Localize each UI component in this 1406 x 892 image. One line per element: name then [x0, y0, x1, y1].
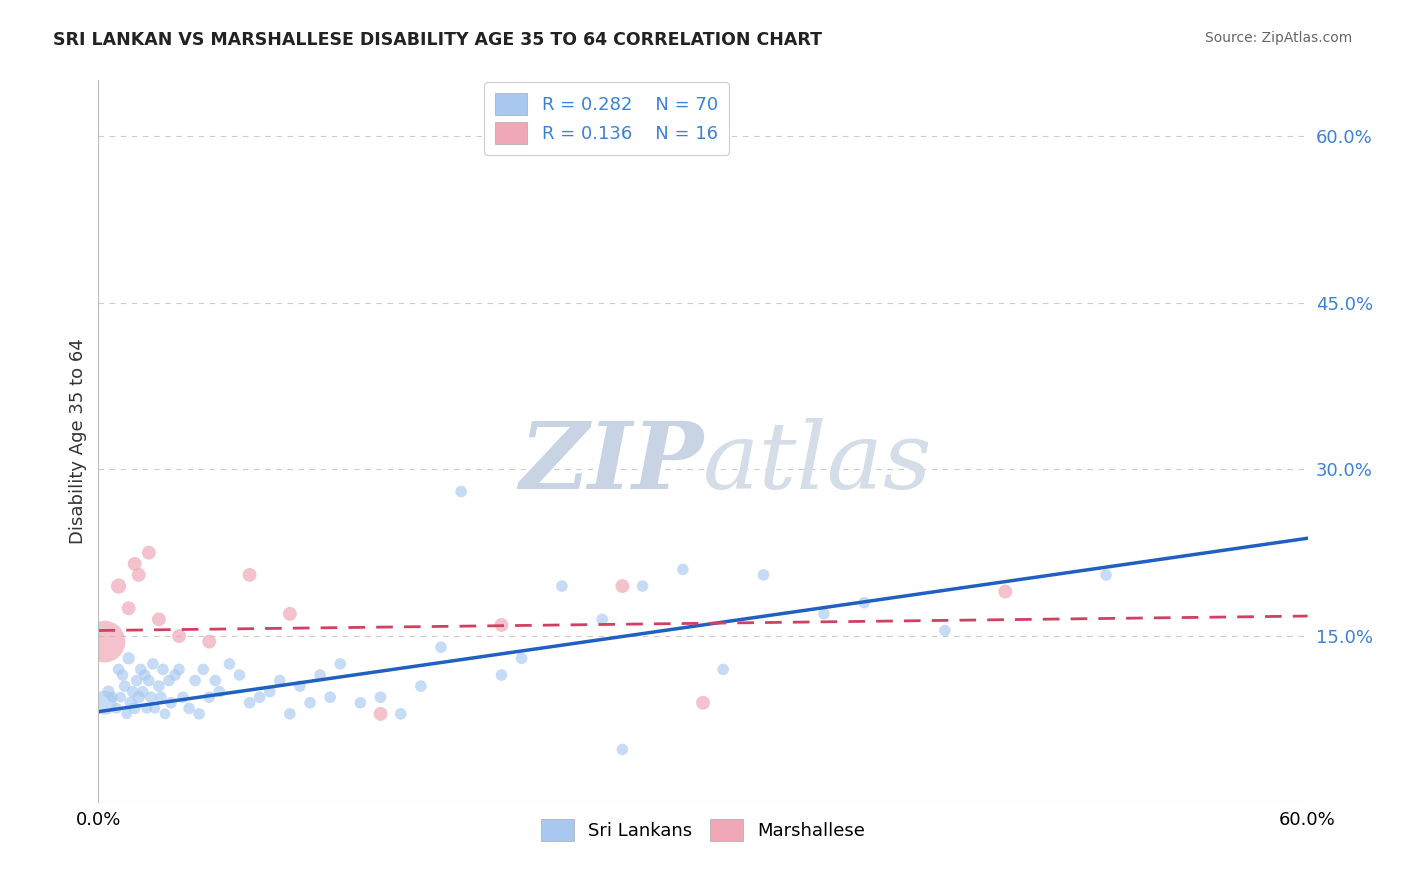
- Point: [612, 579, 634, 593]
- Point: [711, 662, 734, 676]
- Point: [110, 690, 132, 705]
- Point: [491, 618, 513, 632]
- Point: [93, 634, 115, 648]
- Point: [125, 673, 148, 688]
- Point: [934, 624, 956, 638]
- Point: [134, 668, 156, 682]
- Point: [167, 662, 190, 676]
- Point: [193, 662, 215, 676]
- Point: [115, 706, 138, 721]
- Point: [124, 701, 146, 715]
- Y-axis label: Disability Age 35 to 64: Disability Age 35 to 64: [69, 339, 87, 544]
- Point: [430, 640, 453, 655]
- Point: [389, 706, 412, 721]
- Point: [111, 668, 134, 682]
- Point: [370, 706, 392, 721]
- Point: [370, 690, 392, 705]
- Point: [239, 696, 262, 710]
- Point: [994, 584, 1017, 599]
- Point: [329, 657, 352, 671]
- Point: [269, 673, 291, 688]
- Text: atlas: atlas: [703, 418, 932, 508]
- Point: [228, 668, 250, 682]
- Point: [239, 568, 262, 582]
- Point: [149, 690, 172, 705]
- Point: [349, 696, 371, 710]
- Point: [591, 612, 613, 626]
- Point: [288, 679, 311, 693]
- Point: [853, 596, 876, 610]
- Point: [198, 690, 221, 705]
- Point: [135, 701, 157, 715]
- Point: [551, 579, 574, 593]
- Point: [97, 684, 120, 698]
- Point: [121, 684, 143, 698]
- Point: [128, 568, 150, 582]
- Point: [114, 679, 136, 693]
- Point: [129, 662, 152, 676]
- Point: [118, 601, 141, 615]
- Point: [409, 679, 432, 693]
- Point: [672, 562, 695, 576]
- Point: [138, 546, 160, 560]
- Point: [450, 484, 472, 499]
- Point: [142, 657, 165, 671]
- Point: [120, 696, 142, 710]
- Point: [93, 696, 115, 710]
- Point: [188, 706, 211, 721]
- Point: [160, 696, 183, 710]
- Point: [631, 579, 654, 593]
- Point: [153, 706, 176, 721]
- Point: [148, 679, 170, 693]
- Point: [101, 690, 124, 705]
- Point: [105, 701, 128, 715]
- Point: [179, 701, 201, 715]
- Point: [163, 668, 186, 682]
- Point: [510, 651, 533, 665]
- Text: SRI LANKAN VS MARSHALLESE DISABILITY AGE 35 TO 64 CORRELATION CHART: SRI LANKAN VS MARSHALLESE DISABILITY AGE…: [53, 31, 823, 49]
- Point: [309, 668, 332, 682]
- Point: [249, 690, 271, 705]
- Point: [491, 668, 513, 682]
- Point: [319, 690, 342, 705]
- Point: [692, 696, 714, 710]
- Point: [204, 673, 226, 688]
- Point: [157, 673, 180, 688]
- Point: [132, 684, 155, 698]
- Point: [299, 696, 322, 710]
- Point: [1095, 568, 1118, 582]
- Point: [167, 629, 190, 643]
- Point: [152, 662, 174, 676]
- Point: [128, 690, 150, 705]
- Point: [148, 612, 170, 626]
- Point: [278, 607, 301, 621]
- Point: [107, 662, 129, 676]
- Text: ZIP: ZIP: [519, 418, 703, 508]
- Legend: Sri Lankans, Marshallese: Sri Lankans, Marshallese: [534, 812, 872, 848]
- Point: [138, 673, 160, 688]
- Point: [259, 684, 281, 698]
- Point: [118, 651, 141, 665]
- Point: [139, 690, 162, 705]
- Point: [143, 701, 166, 715]
- Point: [208, 684, 231, 698]
- Text: Source: ZipAtlas.com: Source: ZipAtlas.com: [1205, 31, 1353, 45]
- Point: [278, 706, 301, 721]
- Point: [107, 579, 129, 593]
- Point: [124, 557, 146, 571]
- Point: [612, 742, 634, 756]
- Point: [813, 607, 835, 621]
- Point: [184, 673, 207, 688]
- Point: [752, 568, 775, 582]
- Point: [218, 657, 240, 671]
- Point: [198, 634, 221, 648]
- Point: [172, 690, 194, 705]
